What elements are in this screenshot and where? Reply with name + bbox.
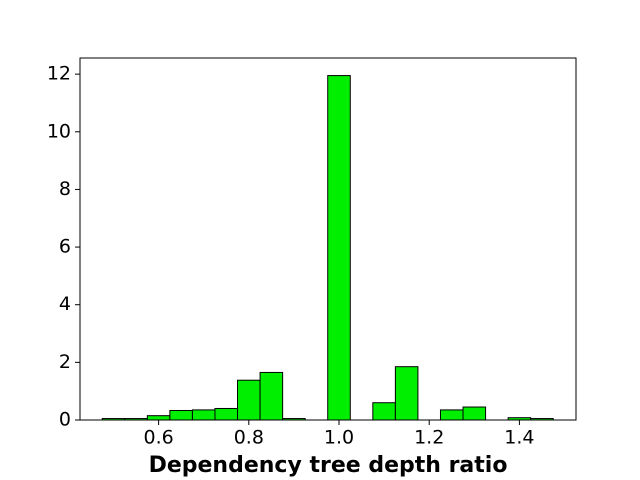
y-tick-label: 8 [59, 178, 71, 200]
x-tick-label: 1.0 [324, 427, 354, 449]
x-tick-label: 1.2 [414, 427, 444, 449]
bar [462, 406, 487, 421]
bar [214, 407, 239, 421]
bar [191, 409, 216, 421]
y-tick-label: 12 [47, 63, 71, 85]
y-tick-label: 4 [59, 293, 71, 315]
bar [146, 415, 171, 421]
bar [259, 371, 284, 421]
x-tick-label: 1.4 [504, 427, 534, 449]
x-tick-label: 0.6 [143, 427, 173, 449]
bar [237, 379, 261, 421]
bar [439, 409, 464, 421]
bar [372, 402, 396, 421]
bar [394, 366, 419, 421]
y-tick-label: 10 [47, 120, 71, 142]
bar [327, 75, 351, 421]
y-tick-label: 0 [59, 409, 71, 431]
bar [169, 409, 193, 421]
x-tick-label: 0.8 [234, 427, 264, 449]
y-tick-label: 2 [59, 351, 71, 373]
y-tick-label: 6 [59, 236, 71, 258]
plot-frame [79, 57, 577, 421]
x-axis-label: Dependency tree depth ratio [149, 453, 508, 478]
